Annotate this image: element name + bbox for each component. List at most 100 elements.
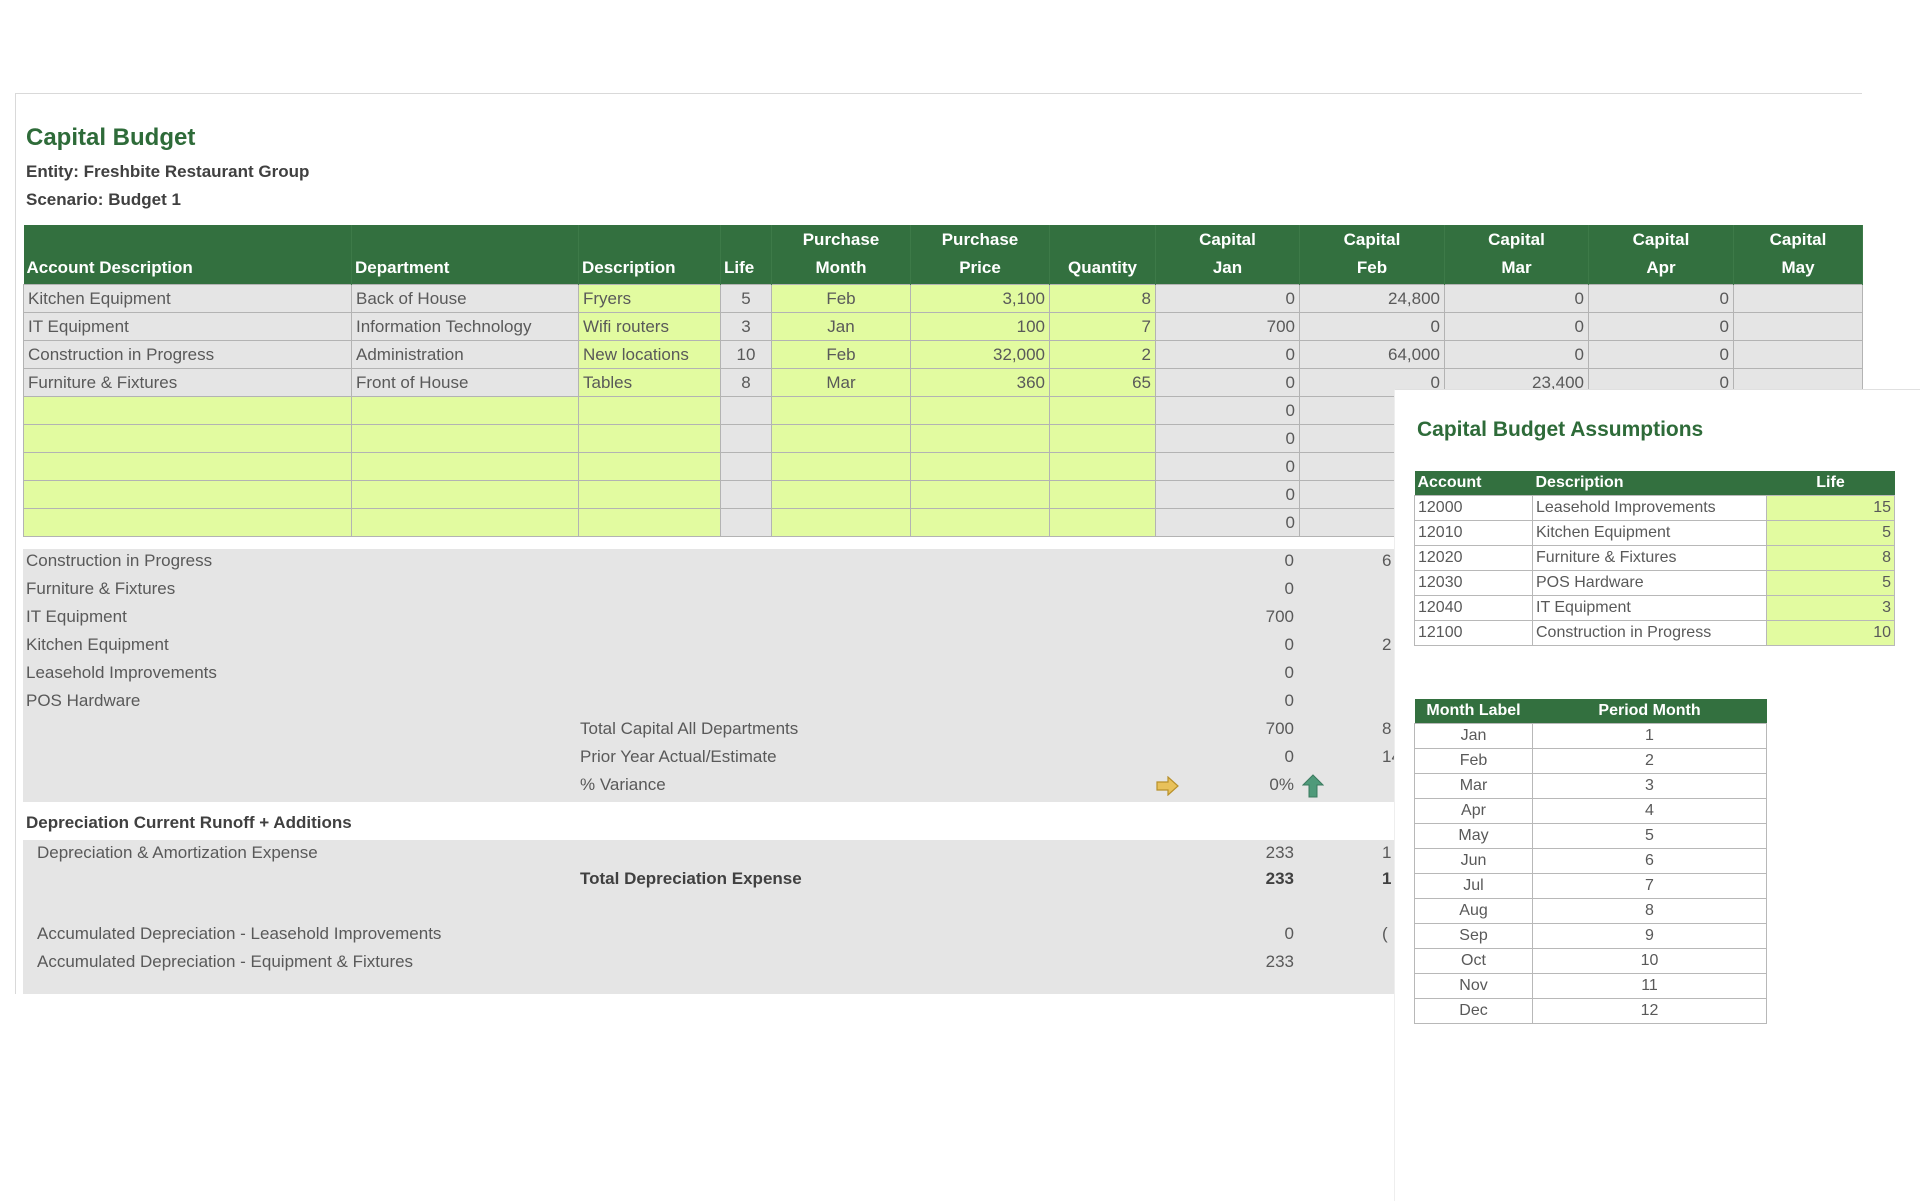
cell: 8: [1532, 898, 1767, 924]
cell[interactable]: [910, 480, 1050, 509]
cell[interactable]: 100: [910, 312, 1050, 341]
cell[interactable]: Tables: [578, 368, 721, 397]
table-row: Nov 11: [1414, 973, 1767, 999]
cell: Front of House: [351, 368, 579, 397]
table-row: 0: [23, 424, 1863, 453]
cell[interactable]: [351, 424, 579, 453]
cell: Jul: [1414, 873, 1533, 899]
cell: 12040: [1414, 595, 1533, 621]
header-line-1: Capital: [1632, 230, 1690, 249]
cell: 0: [1588, 284, 1734, 313]
jan-value: 0: [1284, 635, 1294, 654]
cell[interactable]: [351, 480, 579, 509]
cell: [720, 396, 772, 425]
arrow-right-icon: [1156, 775, 1180, 801]
cell[interactable]: [910, 396, 1050, 425]
cell[interactable]: Jan: [771, 312, 911, 341]
cell: 12010: [1414, 520, 1533, 546]
cell[interactable]: 3,100: [910, 284, 1050, 313]
cell[interactable]: Fryers: [578, 284, 721, 313]
scenario-label: Scenario: Budget 1: [26, 190, 181, 209]
cell[interactable]: [910, 424, 1050, 453]
row-label: Total Capital All Departments: [580, 719, 799, 738]
cell: POS Hardware: [1532, 570, 1767, 596]
cell[interactable]: [351, 452, 579, 481]
cell[interactable]: 10: [1766, 620, 1895, 646]
cell[interactable]: [1049, 480, 1156, 509]
cell[interactable]: New locations: [578, 340, 721, 369]
feb-value-partial: 1: [1382, 843, 1392, 862]
cell[interactable]: [578, 452, 721, 481]
cell[interactable]: 15: [1766, 495, 1895, 521]
table-row: Construction in Progress Administration Ne…: [23, 340, 1863, 369]
cell[interactable]: [910, 508, 1050, 537]
cell[interactable]: 5: [1766, 520, 1895, 546]
page-title: Capital Budget: [26, 124, 196, 151]
jan-value: 0: [1284, 691, 1294, 710]
cell[interactable]: [771, 424, 911, 453]
column-header: Capital May: [1733, 225, 1863, 285]
cell[interactable]: [578, 424, 721, 453]
cell: 3: [720, 312, 772, 341]
cell: 0: [1155, 508, 1300, 537]
cell: Back of House: [351, 284, 579, 313]
cell: 0: [1155, 340, 1300, 369]
cell: [1733, 284, 1863, 313]
header-line-2: Price: [959, 258, 1001, 277]
cell[interactable]: [771, 452, 911, 481]
table-row: Jul 7: [1414, 873, 1767, 899]
cell: 5: [1532, 823, 1767, 849]
cell[interactable]: 8: [1766, 545, 1895, 571]
cell[interactable]: [578, 508, 721, 537]
cell[interactable]: [351, 508, 579, 537]
cell[interactable]: [578, 480, 721, 509]
header-line-1: Capital: [1769, 230, 1827, 249]
cell[interactable]: [1049, 508, 1156, 537]
cell[interactable]: Mar: [771, 368, 911, 397]
depreciation-heading: Depreciation Current Runoff + Additions: [26, 813, 352, 832]
row-label: Kitchen Equipment: [26, 635, 169, 654]
cell[interactable]: [910, 452, 1050, 481]
cell: Leasehold Improvements: [1532, 495, 1767, 521]
cell[interactable]: [771, 396, 911, 425]
cell[interactable]: [23, 508, 352, 537]
cell: 0: [1444, 284, 1589, 313]
cell[interactable]: [351, 396, 579, 425]
header-line-1: Purchase: [941, 230, 1019, 249]
entity-label: Entity: Freshbite Restaurant Group: [26, 162, 310, 181]
cell[interactable]: 7: [1049, 312, 1156, 341]
column-header: Department: [351, 225, 579, 285]
cell[interactable]: [23, 424, 352, 453]
cell[interactable]: 360: [910, 368, 1050, 397]
row-label: Accumulated Depreciation - Leasehold Imp…: [37, 924, 442, 943]
cell[interactable]: [771, 508, 911, 537]
table-row: Sep 9: [1414, 923, 1767, 949]
cell[interactable]: [1049, 396, 1156, 425]
cell[interactable]: Wifi routers: [578, 312, 721, 341]
cell[interactable]: [23, 452, 352, 481]
cell[interactable]: Feb: [771, 340, 911, 369]
jan-value: 0%: [1269, 775, 1294, 794]
cell[interactable]: 2: [1049, 340, 1156, 369]
header-line-2: Month: [815, 258, 867, 277]
cell[interactable]: 5: [1766, 570, 1895, 596]
cell[interactable]: [23, 480, 352, 509]
column-header: Period Month: [1532, 699, 1767, 724]
column-header: Capital Apr: [1588, 225, 1734, 285]
cell[interactable]: [1049, 424, 1156, 453]
cell[interactable]: [771, 480, 911, 509]
header-line-1: Capital: [1488, 230, 1545, 249]
cell[interactable]: 65: [1049, 368, 1156, 397]
header-line-1: Capital: [1199, 230, 1256, 249]
header-line-2: Account Description: [26, 258, 193, 277]
cell[interactable]: 32,000: [910, 340, 1050, 369]
month-table: Month Label Period Month Jan 1 Feb 2 Mar 3 Apr 4 M…: [1414, 699, 1767, 1024]
cell[interactable]: 8: [1049, 284, 1156, 313]
cell[interactable]: Feb: [771, 284, 911, 313]
cell: [720, 480, 772, 509]
cell[interactable]: [1049, 452, 1156, 481]
cell[interactable]: 3: [1766, 595, 1895, 621]
cell: 0: [1444, 312, 1589, 341]
cell[interactable]: [578, 396, 721, 425]
cell[interactable]: [23, 396, 352, 425]
